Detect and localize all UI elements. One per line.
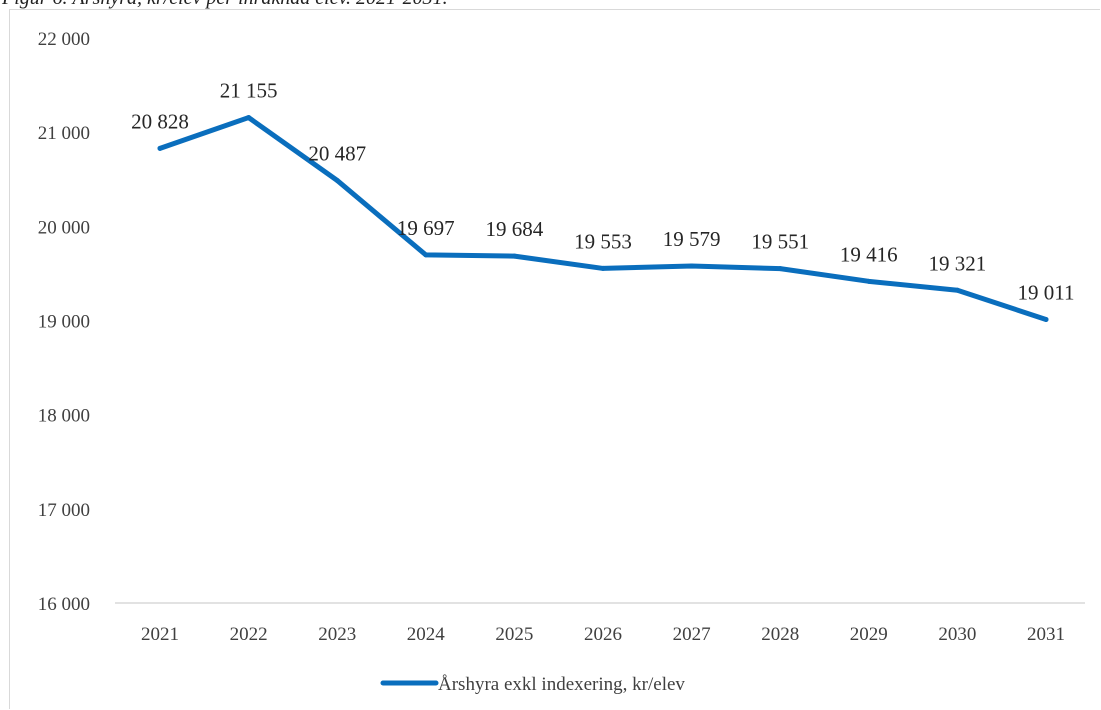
data-label: 20 487 bbox=[308, 141, 366, 165]
series-line bbox=[157, 115, 1049, 322]
data-point bbox=[423, 252, 429, 258]
y-tick-label: 20 000 bbox=[38, 217, 90, 238]
data-label: 19 684 bbox=[486, 217, 544, 241]
x-tick-label: 2031 bbox=[1027, 624, 1065, 645]
x-tick-label: 2030 bbox=[938, 624, 976, 645]
data-label: 21 155 bbox=[220, 79, 278, 103]
x-axis: 2021 2022 2023 2024 2025 2026 2027 2028 2029 2030… bbox=[141, 624, 1065, 645]
y-tick-label: 17 000 bbox=[38, 500, 90, 521]
data-label: 19 579 bbox=[663, 227, 721, 251]
x-tick-label: 2029 bbox=[850, 624, 888, 645]
x-tick-label: 2027 bbox=[673, 624, 711, 645]
data-point bbox=[954, 287, 960, 293]
y-tick-label: 18 000 bbox=[38, 406, 90, 427]
x-tick-label: 2024 bbox=[407, 624, 446, 645]
data-point bbox=[246, 115, 252, 121]
y-tick-label: 19 000 bbox=[38, 312, 90, 333]
y-tick-label: 16 000 bbox=[38, 594, 90, 615]
data-point bbox=[511, 253, 517, 259]
x-tick-label: 2026 bbox=[584, 624, 622, 645]
legend-label: Årshyra exkl indexering, kr/elev bbox=[438, 674, 685, 695]
figure-caption: Figur 6. Årshyra, kr/elev per inräknad e… bbox=[2, 0, 448, 10]
data-label: 20 828 bbox=[131, 109, 189, 133]
x-tick-label: 2025 bbox=[495, 624, 533, 645]
data-label: 19 697 bbox=[397, 216, 455, 240]
y-tick-label: 22 000 bbox=[38, 29, 90, 50]
data-point bbox=[1043, 316, 1049, 322]
data-label: 19 321 bbox=[929, 251, 987, 275]
x-tick-label: 2021 bbox=[141, 624, 179, 645]
x-tick-label: 2023 bbox=[318, 624, 356, 645]
data-point bbox=[157, 145, 163, 151]
data-point bbox=[600, 265, 606, 271]
data-labels: 20 828 21 155 20 487 19 697 19 684 19 553 19 5… bbox=[131, 79, 1074, 305]
chart-frame bbox=[9, 9, 1100, 709]
x-tick-label: 2028 bbox=[761, 624, 799, 645]
data-point bbox=[866, 278, 872, 284]
y-tick-label: 21 000 bbox=[38, 123, 90, 144]
y-axis: 16 000 17 000 18 000 19 000 20 000 21 000 22 0… bbox=[38, 29, 90, 615]
data-label: 19 553 bbox=[574, 229, 632, 253]
series-group bbox=[157, 115, 1049, 322]
legend: Årshyra exkl indexering, kr/elev bbox=[380, 674, 685, 695]
data-point bbox=[777, 266, 783, 272]
data-label: 19 011 bbox=[1018, 280, 1075, 304]
x-tick-label: 2022 bbox=[230, 624, 268, 645]
data-point bbox=[689, 263, 695, 269]
data-point bbox=[334, 177, 340, 183]
data-label: 19 416 bbox=[840, 242, 898, 266]
data-label: 19 551 bbox=[751, 230, 809, 254]
